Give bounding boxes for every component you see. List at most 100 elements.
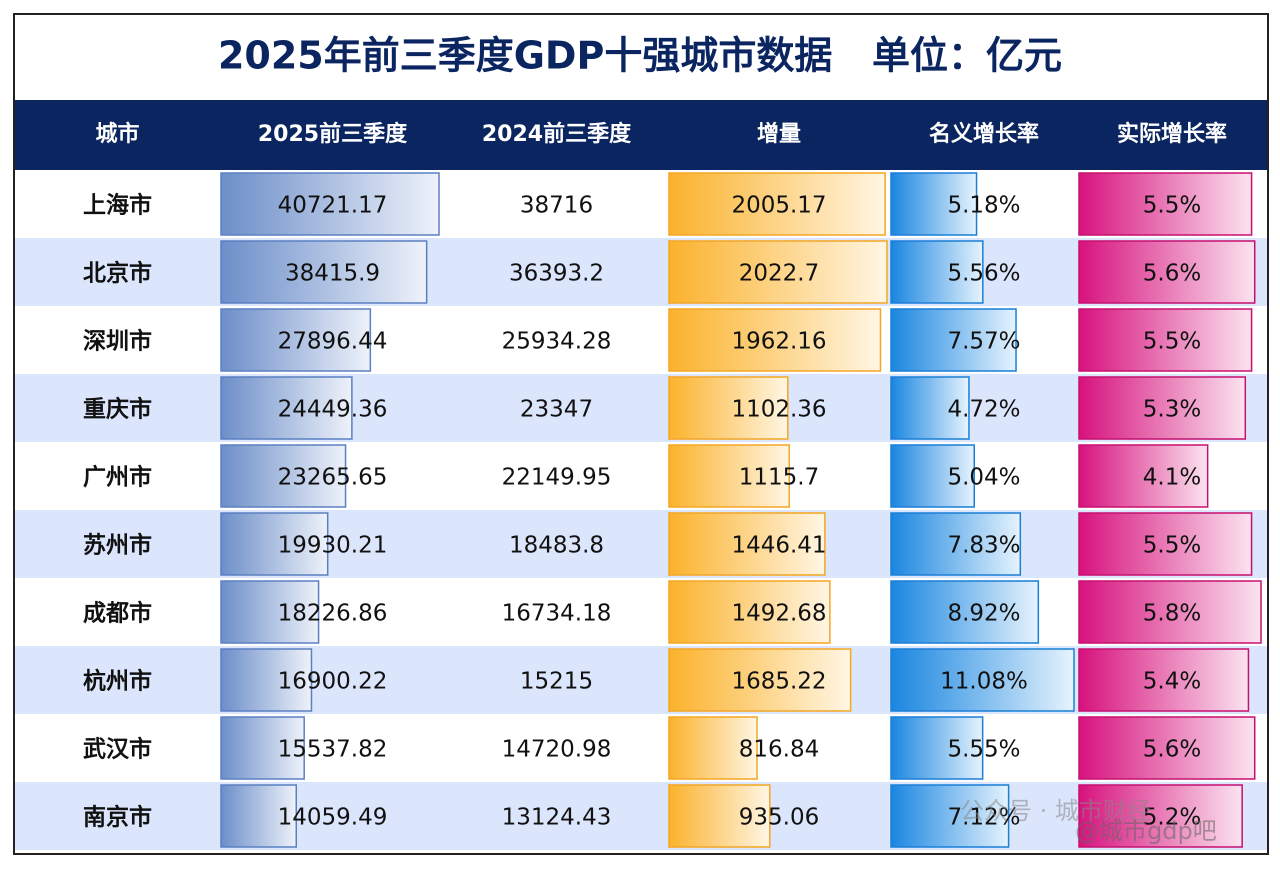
cell: 25934.28 [502, 329, 612, 355]
data-bar [1078, 580, 1262, 644]
cell: 24449.36 [278, 397, 388, 423]
data-bar [1078, 308, 1253, 372]
data-bar [668, 580, 831, 644]
cell: 11.08% [940, 669, 1028, 695]
watermark: @城市gdp吧 [1075, 817, 1217, 845]
city-name: 南京市 [83, 804, 152, 831]
data-bar [220, 376, 353, 440]
cell: 7.83% [947, 533, 1020, 559]
data-bar [668, 308, 882, 372]
cell: 1962.16 [731, 329, 826, 355]
cell: 5.55% [947, 737, 1020, 763]
data-bar [890, 444, 975, 508]
city-name: 武汉市 [83, 736, 152, 763]
cell: 22149.95 [502, 465, 612, 491]
cell: 16734.18 [502, 601, 612, 627]
city-name: 北京市 [83, 260, 152, 287]
data-bar [1078, 376, 1247, 440]
data-bar [220, 444, 347, 508]
data-bar [890, 376, 970, 440]
data-bar [1078, 784, 1243, 848]
cell: 4.1% [1143, 465, 1201, 491]
column-header: 2024前三季度 [482, 121, 632, 147]
cell: 5.6% [1143, 737, 1201, 763]
cell: 7.12% [947, 805, 1020, 831]
cell: 1446.41 [731, 533, 826, 559]
data-bar [890, 716, 984, 780]
data-bar [890, 580, 1040, 644]
cell: 5.2% [1143, 805, 1201, 831]
cell: 18483.8 [509, 533, 604, 559]
data-bar [220, 716, 305, 780]
cell: 1685.22 [731, 669, 826, 695]
data-bar [890, 308, 1017, 372]
cell: 19930.21 [278, 533, 388, 559]
data-bar [890, 240, 984, 304]
city-name: 重庆市 [83, 396, 152, 423]
city-name: 深圳市 [83, 328, 152, 355]
cell: 935.06 [739, 805, 819, 831]
data-bar [668, 648, 852, 712]
column-header: 城市 [95, 121, 139, 147]
cell: 2005.17 [731, 193, 826, 219]
cell: 816.84 [739, 737, 819, 763]
cell: 15215 [520, 669, 593, 695]
data-bar [1078, 172, 1253, 236]
data-bar [890, 784, 1010, 848]
data-bar [1078, 512, 1253, 576]
cell: 8.92% [947, 601, 1020, 627]
cell: 38716 [520, 193, 593, 219]
cell: 7.57% [947, 329, 1020, 355]
data-bar [1078, 240, 1256, 304]
cell: 5.4% [1143, 669, 1201, 695]
column-header: 名义增长率 [929, 121, 1039, 147]
cell: 27896.44 [278, 329, 388, 355]
data-bar [220, 240, 428, 304]
cell: 1102.36 [731, 397, 826, 423]
data-bar [220, 308, 372, 372]
data-bar [668, 784, 771, 848]
cell: 5.56% [947, 261, 1020, 287]
cell: 5.8% [1143, 601, 1201, 627]
city-name: 杭州市 [83, 668, 152, 695]
city-name: 成都市 [83, 600, 152, 627]
data-bar [668, 512, 826, 576]
cell: 5.04% [947, 465, 1020, 491]
watermark: 公众号 · 城市财经 [960, 797, 1151, 825]
column-header: 实际增长率 [1117, 121, 1227, 147]
city-name: 上海市 [83, 192, 152, 219]
column-header: 2025前三季度 [258, 121, 408, 147]
data-bar [1078, 716, 1256, 780]
cell: 13124.43 [502, 805, 612, 831]
cell: 14720.98 [502, 737, 612, 763]
city-name: 广州市 [83, 464, 152, 491]
data-bar [220, 172, 440, 236]
data-bar [668, 240, 888, 304]
cell: 14059.49 [278, 805, 388, 831]
data-bar [668, 172, 886, 236]
cell: 38415.9 [285, 261, 380, 287]
data-bar [1078, 444, 1209, 508]
header-bg [15, 100, 1267, 170]
cell: 1115.7 [739, 465, 819, 491]
data-bar [220, 512, 329, 576]
cell: 23347 [520, 397, 593, 423]
cell: 2022.7 [739, 261, 819, 287]
cell: 36393.2 [509, 261, 604, 287]
data-bar [220, 784, 298, 848]
column-header: 增量 [757, 121, 801, 147]
cell: 4.72% [947, 397, 1020, 423]
data-bar [220, 580, 320, 644]
cell: 18226.86 [278, 601, 388, 627]
cell: 5.5% [1143, 329, 1201, 355]
city-name: 苏州市 [83, 532, 152, 559]
cell: 23265.65 [278, 465, 388, 491]
data-bar [1078, 648, 1250, 712]
cell: 5.5% [1143, 533, 1201, 559]
cell: 40721.17 [278, 193, 388, 219]
data-bar [668, 716, 758, 780]
cell: 5.5% [1143, 193, 1201, 219]
cell: 5.18% [947, 193, 1020, 219]
data-bar [890, 648, 1075, 712]
cell: 5.6% [1143, 261, 1201, 287]
